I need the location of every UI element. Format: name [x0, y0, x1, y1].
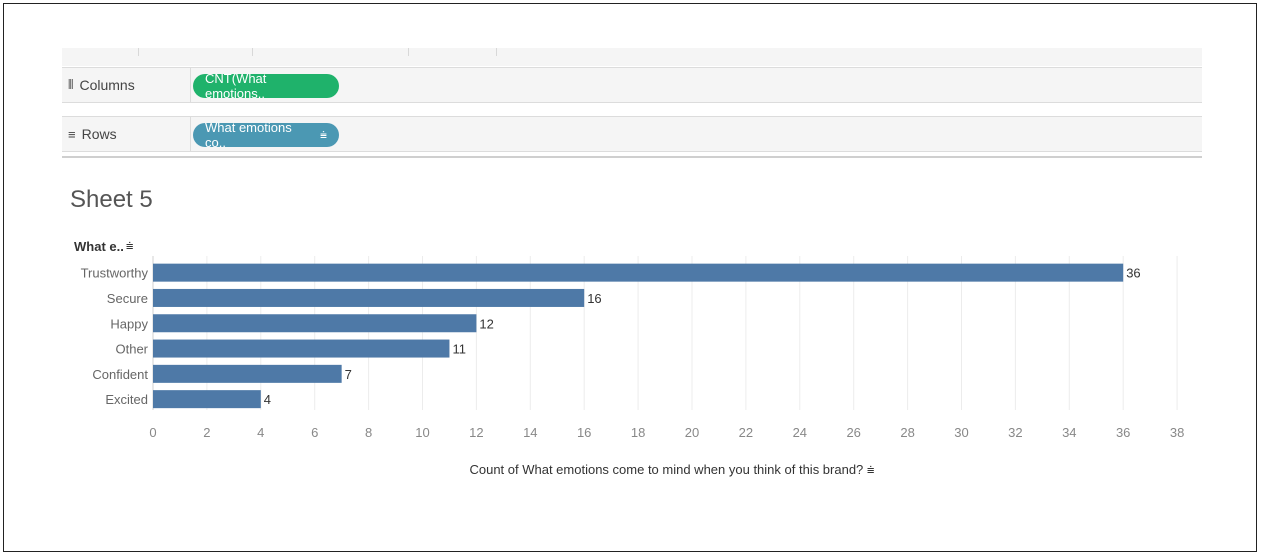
data-label: 12: [479, 316, 493, 331]
row-header[interactable]: What e.. ⩧: [74, 238, 134, 254]
tick-label: 18: [631, 425, 645, 440]
tick-label: 8: [365, 425, 372, 440]
category-label: Secure: [107, 291, 148, 306]
sheet-title: Sheet 5: [70, 186, 153, 213]
data-label: 4: [264, 392, 271, 407]
data-label: 36: [1126, 266, 1140, 281]
category-label: Excited: [105, 392, 148, 407]
tick-label: 30: [954, 425, 968, 440]
window-frame: [3, 3, 1257, 552]
tick-label: 36: [1116, 425, 1130, 440]
tick-label: 22: [739, 425, 753, 440]
category-label: Happy: [110, 316, 148, 331]
category-label: Trustworthy: [81, 266, 149, 281]
columns-shelf-label: ⫴ Columns: [68, 77, 135, 93]
category-label: Confident: [92, 367, 148, 382]
tick-label: 14: [523, 425, 537, 440]
rows-icon: ≡: [68, 126, 76, 142]
columns-icon: ⫴: [68, 77, 74, 92]
shelf-separator: [190, 68, 191, 102]
bar-secure[interactable]: [153, 288, 585, 307]
tick-label: 32: [1008, 425, 1022, 440]
tick-label: 16: [577, 425, 591, 440]
tick-label: 24: [793, 425, 807, 440]
bar-happy[interactable]: [153, 314, 477, 333]
columns-shelf[interactable]: ⫴ Columns CNT(What emotions..: [62, 67, 1202, 103]
bar-confident[interactable]: [153, 364, 342, 383]
sort-icon[interactable]: ⩧: [319, 127, 327, 142]
tick-label: 12: [469, 425, 483, 440]
rows-shelf-label: ≡ Rows: [68, 126, 117, 142]
tick-label: 2: [203, 425, 210, 440]
tick-label: 6: [311, 425, 318, 440]
bar-other[interactable]: [153, 339, 450, 358]
sort-icon[interactable]: ⩧: [866, 462, 875, 477]
tick-label: 28: [900, 425, 914, 440]
data-label: 11: [452, 342, 466, 357]
x-axis-label: Count of What emotions come to mind when…: [469, 462, 875, 477]
tick-label: 38: [1170, 425, 1184, 440]
toolbar-strip: [62, 48, 1202, 66]
category-labels: Trustworthy Secure Happy Other Confident Exci…: [81, 266, 149, 408]
shelf-separator: [190, 117, 191, 151]
tick-label: 0: [149, 425, 156, 440]
sort-icon[interactable]: ⩧: [125, 238, 134, 253]
columns-pill[interactable]: CNT(What emotions..: [193, 71, 339, 101]
bar-trustworthy[interactable]: [153, 263, 1124, 282]
rows-pill[interactable]: What emotions co.. ⩧: [193, 120, 339, 150]
tick-label: 4: [257, 425, 264, 440]
bars: [153, 263, 1124, 409]
tick-label: 34: [1062, 425, 1076, 440]
data-label: 16: [587, 291, 601, 306]
rows-shelf[interactable]: ≡ Rows What emotions co.. ⩧: [62, 116, 1202, 152]
bar-excited[interactable]: [153, 390, 261, 409]
grid-lines: [152, 256, 1178, 410]
x-axis-ticks: 0 2 4 6 8 10 12 14 16 18 20 22 24 26 28 30 32 34 36 38: [149, 425, 1184, 440]
data-label: 7: [345, 367, 352, 382]
category-label: Other: [115, 342, 148, 357]
shelf-divider: [62, 156, 1202, 158]
tick-label: 20: [685, 425, 699, 440]
data-labels: 36 16 12 11 7 4: [264, 266, 1141, 408]
tick-label: 10: [415, 425, 429, 440]
tick-label: 26: [846, 425, 860, 440]
